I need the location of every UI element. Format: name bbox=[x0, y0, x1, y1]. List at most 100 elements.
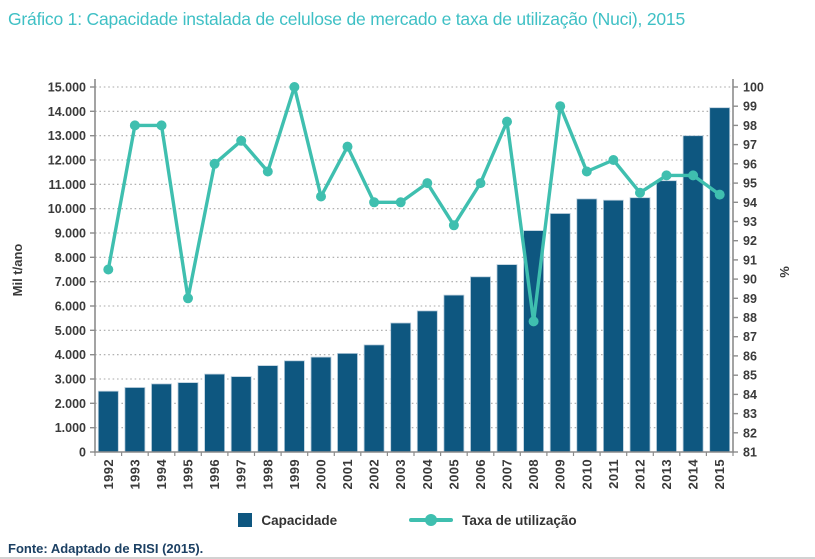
x-tick-label-1993: 1993 bbox=[127, 459, 142, 490]
bar-1993 bbox=[124, 387, 146, 453]
x-tick-label-2007: 2007 bbox=[500, 459, 515, 490]
x-tick-label-2011: 2011 bbox=[606, 459, 621, 489]
marker-2004 bbox=[422, 178, 433, 189]
right-tick-label-85: 85 bbox=[743, 369, 757, 383]
x-tick-label-2005: 2005 bbox=[446, 459, 461, 490]
right-tick-label-93: 93 bbox=[743, 215, 757, 229]
marker-2012 bbox=[635, 187, 645, 198]
marker-2009 bbox=[555, 101, 566, 112]
right-tick-label-86: 86 bbox=[743, 349, 757, 363]
left-tick-label-0: 0 bbox=[79, 446, 86, 460]
bar-2010 bbox=[576, 198, 598, 453]
left-tick-label-5.000: 5.000 bbox=[55, 324, 86, 338]
left-tick-label-3.000: 3.000 bbox=[55, 373, 86, 387]
legend-label-taxa: Taxa de utilização bbox=[462, 512, 577, 528]
page-title: Gráfico 1: Capacidade instalada de celul… bbox=[8, 9, 685, 29]
right-tick-label-81: 81 bbox=[743, 446, 757, 460]
left-tick-label-9.000: 9.000 bbox=[55, 227, 86, 241]
marker-2015 bbox=[714, 189, 725, 200]
right-axis-title: % bbox=[777, 266, 792, 278]
bar-2009 bbox=[549, 213, 571, 453]
marker-2001 bbox=[342, 141, 353, 152]
right-tick-label-89: 89 bbox=[743, 292, 757, 306]
bar-1992 bbox=[97, 390, 119, 453]
x-tick-label-1996: 1996 bbox=[207, 459, 222, 490]
bar-2015 bbox=[709, 107, 731, 453]
bar-2013 bbox=[656, 180, 677, 453]
x-tick-label-2000: 2000 bbox=[314, 459, 329, 490]
left-tick-label-7.000: 7.000 bbox=[55, 275, 86, 289]
marker-2003 bbox=[395, 197, 406, 208]
x-tick-label-2009: 2009 bbox=[553, 459, 568, 490]
bar-2004 bbox=[416, 310, 438, 453]
legend-label-capacidade: Capacidade bbox=[261, 512, 338, 528]
capacidade-swatch-icon bbox=[238, 513, 253, 527]
marker-2006 bbox=[475, 178, 486, 189]
x-tick-label-2013: 2013 bbox=[659, 459, 674, 490]
right-tick-label-92: 92 bbox=[743, 234, 757, 248]
left-tick-label-6.000: 6.000 bbox=[55, 300, 86, 314]
left-tick-label-8.000: 8.000 bbox=[55, 251, 86, 265]
x-tick-label-2015: 2015 bbox=[712, 459, 727, 490]
right-tick-label-94: 94 bbox=[743, 196, 757, 210]
right-tick-label-87: 87 bbox=[743, 330, 757, 344]
x-tick-label-1997: 1997 bbox=[234, 459, 249, 490]
bar-1999 bbox=[283, 360, 305, 453]
bar-1998 bbox=[257, 365, 279, 453]
marker-1992 bbox=[103, 264, 114, 275]
taxa-line-icon bbox=[409, 514, 454, 526]
marker-2007 bbox=[502, 116, 512, 127]
x-tick-label-2002: 2002 bbox=[367, 459, 382, 490]
taxa-dot-icon bbox=[425, 514, 438, 526]
bar-2011 bbox=[603, 199, 624, 453]
x-tick-label-2004: 2004 bbox=[420, 459, 435, 490]
x-tick-label-1994: 1994 bbox=[154, 459, 169, 490]
bar-2001 bbox=[337, 352, 358, 453]
bar-1994 bbox=[151, 383, 172, 453]
legend-item-capacidade: Capacidade bbox=[238, 513, 337, 528]
left-tick-label-2.000: 2.000 bbox=[55, 397, 86, 411]
x-tick-label-2010: 2010 bbox=[579, 459, 594, 490]
bar-2006 bbox=[470, 276, 491, 453]
right-tick-label-95: 95 bbox=[743, 177, 757, 191]
bottom-rule bbox=[0, 557, 815, 559]
marker-2013 bbox=[661, 170, 672, 181]
x-tick-label-2003: 2003 bbox=[393, 459, 408, 490]
x-tick-label-2006: 2006 bbox=[473, 459, 488, 490]
bar-2003 bbox=[390, 322, 412, 453]
marker-2008 bbox=[528, 316, 539, 327]
x-tick-label-2014: 2014 bbox=[686, 459, 701, 490]
marker-2014 bbox=[688, 170, 699, 181]
right-tick-label-96: 96 bbox=[743, 157, 757, 171]
marker-2011 bbox=[608, 155, 619, 165]
marker-1997 bbox=[236, 135, 247, 146]
chart-legend: Capacidade Taxa de utilização bbox=[0, 508, 815, 532]
right-tick-label-90: 90 bbox=[743, 273, 757, 287]
left-tick-label-13.000: 13.000 bbox=[48, 129, 86, 143]
right-tick-label-91: 91 bbox=[743, 253, 757, 267]
right-tick-label-84: 84 bbox=[743, 388, 757, 402]
right-tick-label-82: 82 bbox=[743, 426, 757, 440]
marker-1996 bbox=[209, 158, 220, 169]
bar-2002 bbox=[363, 344, 385, 453]
right-tick-label-83: 83 bbox=[743, 407, 757, 421]
x-tick-label-2012: 2012 bbox=[633, 459, 648, 490]
marker-2002 bbox=[369, 197, 380, 208]
bar-1996 bbox=[204, 373, 226, 453]
bar-2012 bbox=[629, 197, 651, 453]
bar-2000 bbox=[310, 356, 332, 453]
bar-2014 bbox=[682, 135, 704, 453]
left-tick-label-11.000: 11.000 bbox=[48, 178, 86, 192]
right-tick-label-97: 97 bbox=[743, 138, 757, 152]
x-tick-label-1992: 1992 bbox=[101, 459, 116, 490]
x-tick-label-1998: 1998 bbox=[260, 459, 275, 490]
x-tick-label-2001: 2001 bbox=[340, 459, 355, 490]
marker-1999 bbox=[289, 82, 300, 92]
marker-2010 bbox=[581, 166, 592, 177]
marker-1995 bbox=[183, 293, 193, 304]
right-tick-label-88: 88 bbox=[743, 311, 757, 325]
right-tick-label-98: 98 bbox=[743, 119, 757, 133]
left-tick-label-10.000: 10.000 bbox=[48, 202, 86, 216]
left-tick-label-1.000: 1.000 bbox=[55, 421, 86, 435]
